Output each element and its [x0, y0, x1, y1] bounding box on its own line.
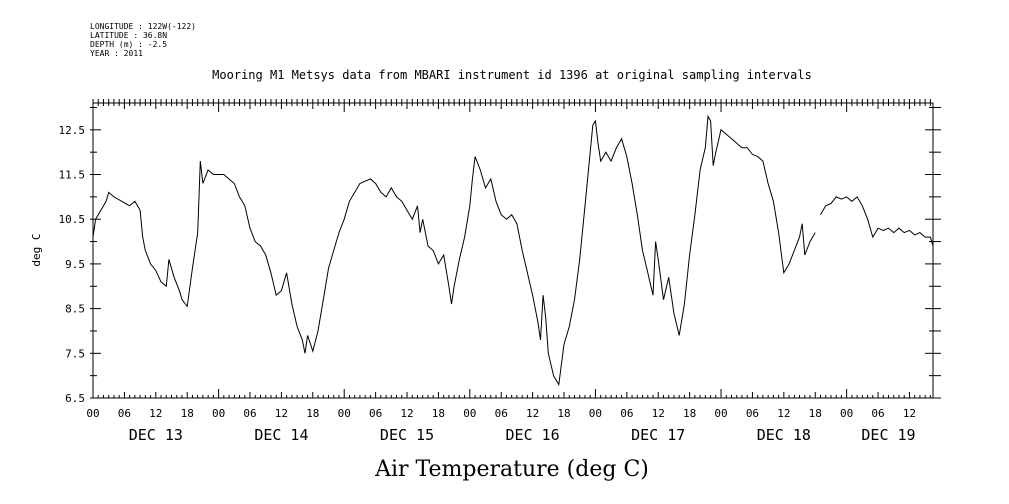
x-hour-label: 18 [306, 407, 319, 420]
x-hour-label: 12 [400, 407, 413, 420]
x-hour-label: 06 [495, 407, 508, 420]
temperature-line-segment [92, 114, 816, 387]
x-hour-label: 12 [903, 407, 916, 420]
header-longitude: LONGITUDE : 122W(-122) [90, 22, 196, 31]
y-tick-label: 12.5 [59, 124, 86, 137]
x-hour-label: 06 [243, 407, 256, 420]
y-tick-label: 6.5 [65, 392, 85, 405]
x-hour-label: 00 [463, 407, 476, 420]
x-hour-label: 00 [338, 407, 351, 420]
y-tick-label: 9.5 [65, 258, 85, 271]
x-day-label: DEC 17 [631, 426, 685, 444]
header-latitude: LATITUDE : 36.8N [90, 31, 168, 40]
y-axis-label: deg C [30, 233, 43, 266]
temperature-line-segment [820, 196, 934, 247]
x-hour-label: 18 [809, 407, 822, 420]
x-hour-label: 00 [589, 407, 602, 420]
x-day-label: DEC 14 [254, 426, 308, 444]
x-hour-label: 18 [683, 407, 696, 420]
x-hour-label: 00 [714, 407, 727, 420]
x-hour-label: 00 [212, 407, 225, 420]
x-day-label: DEC 16 [506, 426, 560, 444]
x-hour-label: 12 [652, 407, 665, 420]
x-day-label: DEC 18 [757, 426, 811, 444]
x-hour-label: 18 [432, 407, 445, 420]
x-hour-label: 06 [620, 407, 633, 420]
x-day-label: DEC 15 [380, 426, 434, 444]
x-hour-label: 06 [369, 407, 382, 420]
x-hour-label: 12 [275, 407, 288, 420]
x-day-label: DEC 19 [861, 426, 915, 444]
header-depth: DEPTH (m) : -2.5 [90, 40, 168, 49]
y-tick-label: 7.5 [65, 347, 85, 360]
header-year: YEAR : 2011 [90, 49, 143, 58]
x-hour-label: 12 [526, 407, 539, 420]
x-hour-label: 12 [777, 407, 790, 420]
chart-title: Mooring M1 Metsys data from MBARI instru… [212, 68, 812, 82]
x-hour-label: 00 [840, 407, 853, 420]
x-hour-label: 06 [871, 407, 884, 420]
x-hour-label: 06 [746, 407, 759, 420]
x-hour-label: 00 [86, 407, 99, 420]
y-tick-label: 10.5 [59, 213, 86, 226]
y-tick-label: 8.5 [65, 303, 85, 316]
x-day-label: DEC 13 [129, 426, 183, 444]
x-hour-label: 06 [118, 407, 131, 420]
x-hour-label: 12 [149, 407, 162, 420]
y-tick-label: 11.5 [59, 169, 86, 182]
x-hour-label: 18 [181, 407, 194, 420]
x-axis-label: Air Temperature (deg C) [374, 457, 649, 482]
x-hour-label: 18 [557, 407, 570, 420]
